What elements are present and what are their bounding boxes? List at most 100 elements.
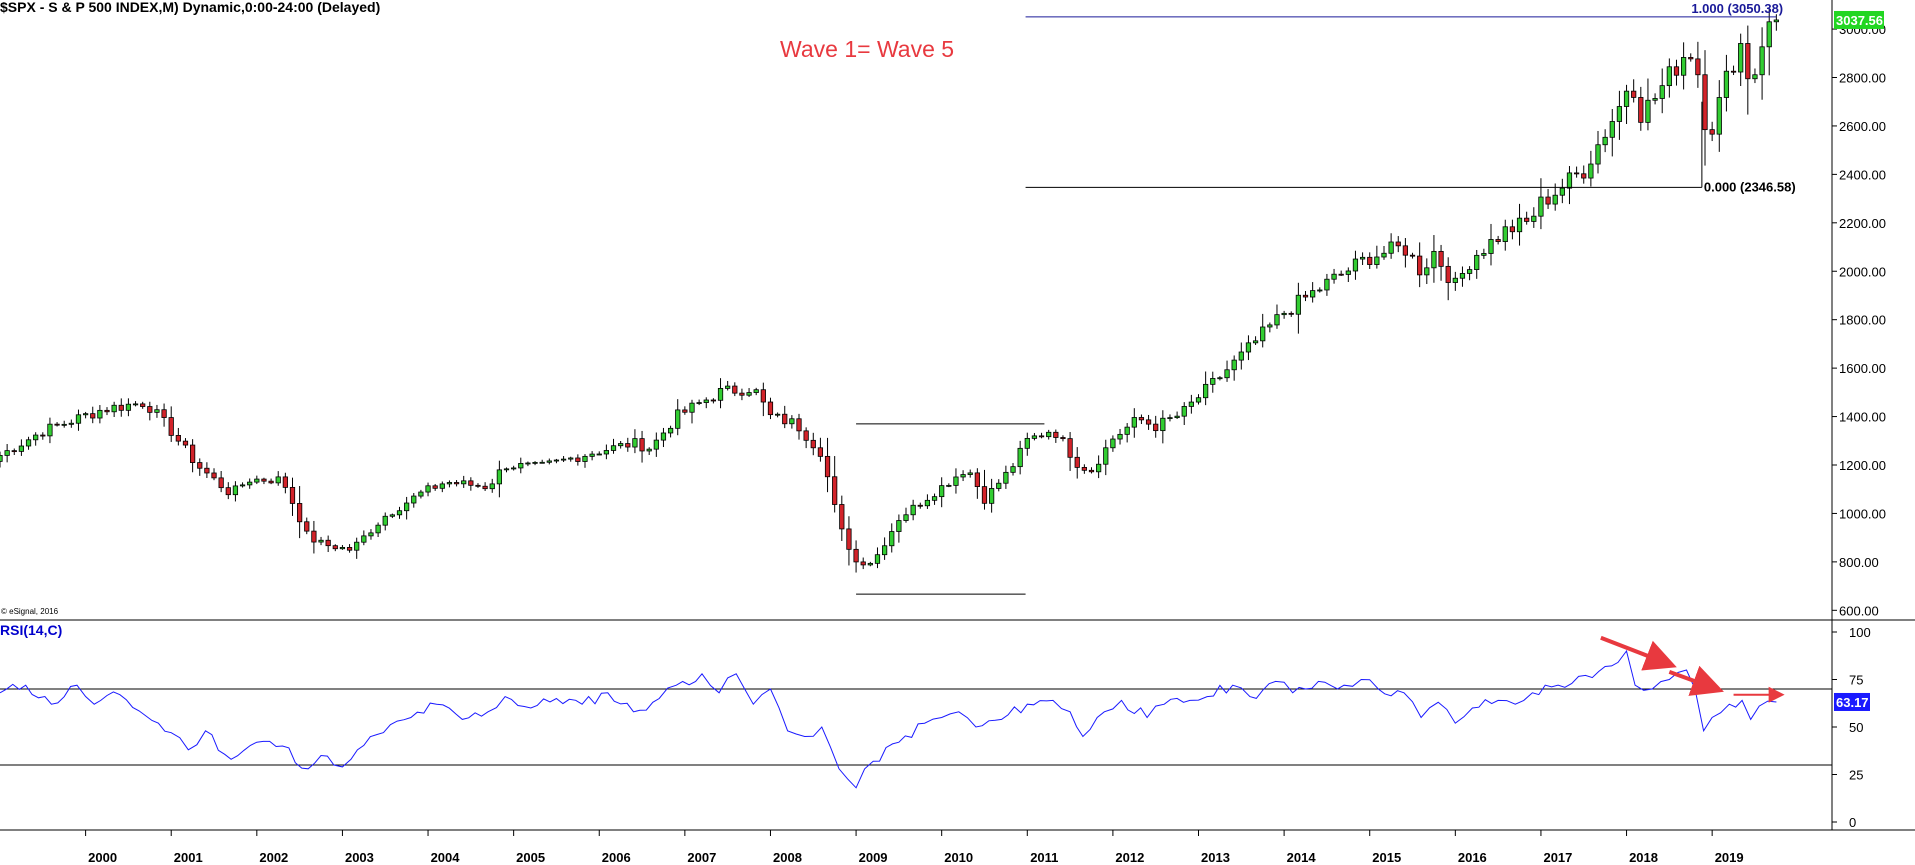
candle-up — [1181, 406, 1187, 417]
price-tick-label: 1800.00 — [1839, 313, 1886, 328]
candle-up — [1195, 397, 1202, 403]
candle-up — [1538, 196, 1544, 217]
candle-down — [297, 503, 303, 523]
price-tick-label: 2600.00 — [1839, 119, 1886, 134]
candle-up — [560, 458, 567, 461]
year-tick-label: 2016 — [1458, 850, 1487, 865]
candle-down — [1081, 467, 1087, 471]
divergence-arrow — [1668, 665, 1724, 696]
candle-up — [1773, 19, 1779, 23]
candle-down — [1302, 294, 1309, 298]
fib-labels: 1.000 (3050.38) 0.000 (2346.58) — [1691, 1, 1795, 194]
candle-up — [753, 389, 759, 393]
candle-up — [1003, 471, 1009, 484]
candle-up — [931, 496, 938, 501]
candle-up — [1245, 342, 1252, 353]
candle-up — [1103, 447, 1109, 465]
candle-up — [411, 495, 417, 504]
candle-up — [1167, 417, 1173, 420]
rsi-tick-label: 100 — [1849, 625, 1871, 640]
candle-down — [917, 504, 923, 507]
candle-up — [1359, 256, 1366, 260]
candle-down — [625, 443, 631, 448]
candle-up — [774, 413, 781, 416]
candle-up — [396, 510, 403, 516]
divergence-arrow — [1600, 635, 1677, 671]
candle-up — [4, 450, 10, 456]
candle-down — [197, 462, 203, 469]
candle-up — [1210, 378, 1216, 385]
candle-down — [1445, 265, 1451, 283]
candle-up — [596, 453, 602, 456]
candle-up — [1595, 144, 1601, 165]
candle-down — [739, 392, 745, 396]
price-tick-label: 1200.00 — [1839, 458, 1886, 473]
candle-down — [710, 399, 717, 402]
candle-up — [1502, 226, 1508, 242]
candle-up — [368, 532, 374, 537]
candle-down — [1573, 172, 1580, 175]
candle-up — [154, 409, 160, 413]
candle-up — [1466, 269, 1473, 274]
candle-up — [1267, 324, 1273, 328]
candle-down — [204, 467, 210, 474]
year-tick-label: 2009 — [859, 850, 888, 865]
candle-up — [1474, 254, 1480, 271]
candle-up — [1131, 417, 1137, 428]
candle-down — [40, 434, 46, 437]
price-tick-label: 1600.00 — [1839, 361, 1886, 376]
candle-down — [11, 450, 17, 453]
candle-up — [582, 455, 588, 462]
candle-down — [853, 548, 859, 563]
candle-down — [1581, 173, 1587, 179]
rsi-line — [0, 649, 1777, 789]
candle-down — [1417, 255, 1423, 276]
candle-up — [1516, 217, 1523, 233]
candle-up — [889, 531, 895, 547]
candle-up — [696, 402, 702, 404]
wave-annotation: Wave 1= Wave 5 — [780, 36, 954, 62]
candle-up — [1124, 426, 1130, 435]
candle-up — [725, 385, 731, 389]
candle-up — [254, 478, 260, 483]
candle-up — [1024, 437, 1030, 449]
candle-up — [446, 482, 453, 485]
candle-up — [910, 504, 916, 516]
candle-down — [268, 480, 274, 484]
candle-up — [496, 469, 502, 485]
candle-up — [1452, 277, 1458, 283]
candle-down — [1545, 196, 1551, 205]
candle-up — [746, 392, 752, 396]
year-tick-label: 2001 — [174, 850, 203, 865]
chart-title: $SPX - S & P 500 INDEX,M) Dynamic,0:00-2… — [0, 0, 380, 15]
year-tick-label: 2007 — [687, 850, 716, 865]
fib-label: 0.000 (2346.58) — [1704, 179, 1796, 194]
time-axis: 2000 2001 2002 2003 2004 2005 2006 2007 2008 2009… — [85, 830, 1744, 865]
candle-down — [1509, 226, 1516, 233]
candle-down — [475, 484, 481, 487]
candle-up — [546, 460, 552, 463]
candle-up — [532, 461, 538, 464]
candle-up — [1317, 289, 1323, 292]
candle-up — [1609, 121, 1615, 138]
candle-down — [1695, 58, 1701, 76]
candle-up — [939, 485, 945, 498]
candle-up — [903, 514, 909, 521]
candle-down — [1709, 129, 1715, 135]
candle-down — [832, 476, 838, 505]
candle-up — [1602, 136, 1608, 146]
candle-down — [311, 530, 317, 543]
year-tick-label: 2006 — [602, 850, 631, 865]
year-tick-label: 2004 — [431, 850, 461, 865]
candle-down — [1631, 90, 1637, 98]
candle-up — [1552, 194, 1558, 205]
candle-up — [960, 474, 966, 478]
candle-up — [667, 427, 674, 434]
candle-down — [54, 423, 60, 426]
candle-up — [703, 399, 709, 403]
candle-up — [1716, 97, 1722, 135]
candle-down — [682, 409, 688, 413]
candle-down — [211, 472, 217, 479]
rsi-badge-bg — [1834, 692, 1870, 711]
